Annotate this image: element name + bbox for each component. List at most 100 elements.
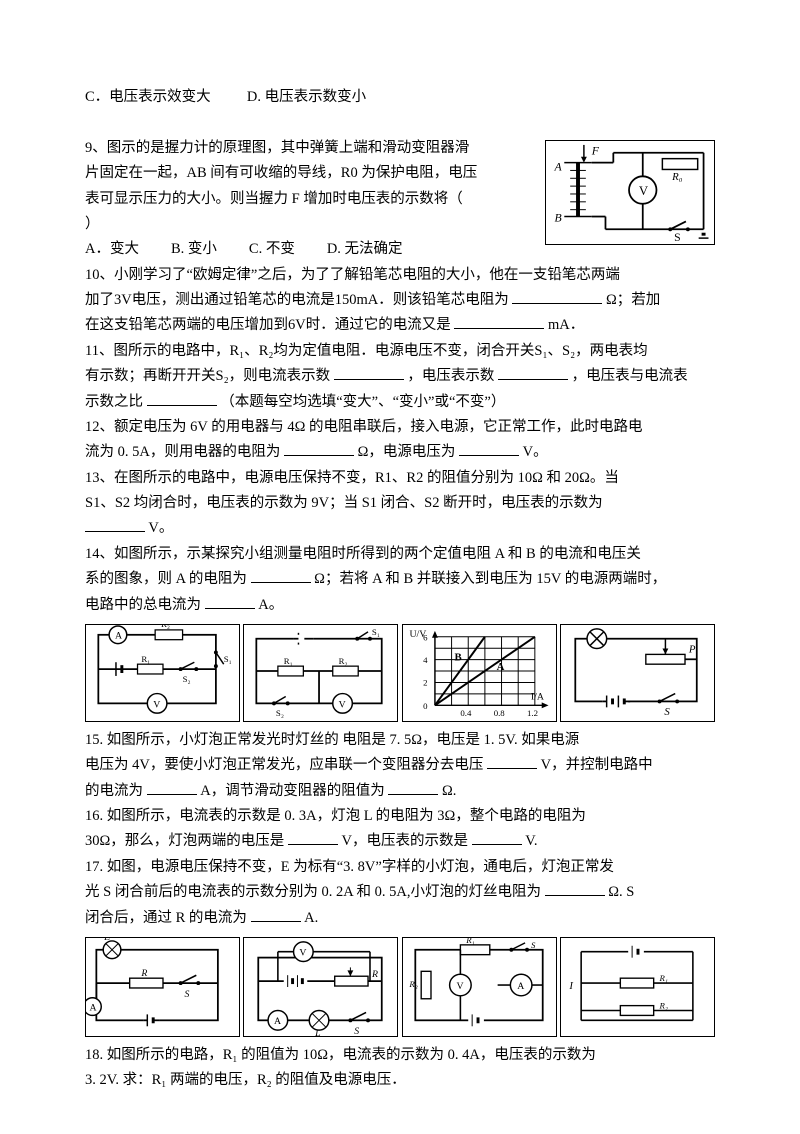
svg-text:R₁: R₁	[141, 654, 150, 664]
q14-blank2	[205, 593, 255, 609]
svg-text:V: V	[300, 948, 307, 959]
svg-text:A: A	[89, 1002, 96, 1013]
q8-optD: D. 电压表示数变小	[247, 89, 366, 105]
svg-text:P: P	[688, 643, 696, 655]
q15-l2b: V，并控制电路中	[541, 757, 653, 773]
q9-V: V	[639, 184, 649, 198]
q15-l3b: A，调节滑动变阻器的阻值为	[200, 783, 388, 799]
q11-blank2	[498, 365, 568, 381]
svg-text:I/A: I/A	[531, 691, 544, 702]
q11-l2b: ，电压表示数	[407, 368, 494, 384]
q15-l3a: 的电流为	[85, 783, 147, 799]
row2-circuit1: E R S A	[85, 937, 240, 1037]
row1-circuit1: A R₂ S₁ R₁ S₂ V	[85, 624, 240, 722]
figure-row-1: A R₂ S₁ R₁ S₂ V	[85, 624, 715, 722]
q9-figure: F A B R₀ V S	[545, 140, 715, 245]
q11-blank3	[147, 390, 217, 406]
q10-blank2	[454, 314, 544, 330]
row2-circuit4: I R₁ R₂	[560, 937, 715, 1037]
svg-text:S: S	[664, 706, 670, 718]
q10-l2a: 加了3V电压，测出通过铅笔芯的电流是150mA．则该铅笔芯电阻为	[85, 292, 509, 308]
q9-S: S	[674, 231, 681, 244]
q15-l2a: 电压为 4V，要使小灯泡正常发光，应串联一个变阻器分去电压	[85, 757, 487, 773]
svg-text:A: A	[115, 631, 122, 642]
svg-text:1.2: 1.2	[527, 708, 538, 718]
svg-text:S₁: S₁	[224, 654, 232, 664]
q10-l2b: Ω；若加	[606, 292, 660, 308]
row2-circuit2: V R A L S	[243, 937, 398, 1037]
svg-text:R: R	[371, 969, 378, 980]
q18-l1: 18. 如图所示的电路，R₁ 的阻值为 10Ω，电流表的示数为 0. 4A，电压…	[85, 1043, 715, 1068]
row1-chart: U/V I/A 6 4 2 0 0.4 0.8 1	[402, 624, 557, 722]
q11-l2c: ，电压表与电流表	[572, 368, 688, 384]
q13-blank1	[85, 517, 145, 533]
q13-l3: V。	[148, 520, 173, 536]
q16-blank2	[472, 830, 522, 846]
q15-l3c: Ω.	[442, 783, 456, 799]
q14-l3a: 电路中的总电流为	[85, 597, 201, 613]
q10-l1: 10、小刚学习了“欧姆定律”之后，为了了解铅笔芯电阻的大小，他在一支铅笔芯两端	[85, 263, 715, 288]
row1-circuit2: S₁ R₁ R₂ S₂ V	[243, 624, 398, 722]
svg-text:4: 4	[423, 655, 428, 665]
svg-text:B: B	[454, 651, 461, 663]
svg-text:S₂: S₂	[276, 708, 284, 718]
svg-text:S₂: S₂	[183, 674, 191, 684]
svg-text:R₂: R₂	[408, 979, 417, 989]
q17-blank2	[251, 906, 301, 922]
q12-l1: 12、额定电压为 6V 的用电器与 4Ω 的电阻串联后，接入电源，它正常工作，此…	[85, 415, 715, 440]
row2-circuit3: R₁ S R₂ V A	[402, 937, 557, 1037]
q10-blank1	[512, 289, 602, 305]
svg-text:R₂: R₂	[659, 1000, 668, 1010]
q9-F: F	[591, 144, 600, 157]
svg-text:V: V	[456, 981, 463, 992]
figure-row-2: E R S A V	[85, 937, 715, 1037]
q12-l2a: 流为 0. 5A，则用电器的电阻为	[85, 444, 280, 460]
q17-blank1	[545, 881, 605, 897]
q16-l2b: V，电压表的示数是	[342, 833, 472, 849]
q9-R0: R₀	[671, 171, 683, 183]
svg-text:0.8: 0.8	[493, 708, 505, 718]
svg-text:R₁: R₁	[284, 656, 293, 666]
q17-l2a: 光 S 闭合前后的电流表的示数分别为 0. 2A 和 0. 5A,小灯泡的灯丝电…	[85, 884, 541, 900]
q15-blank2	[147, 779, 197, 795]
svg-text:R₁: R₁	[465, 938, 474, 945]
svg-text:V: V	[339, 699, 346, 710]
q12-blank2	[459, 441, 519, 457]
q16-l2c: V.	[525, 833, 537, 849]
q11-l3b: （本题每空均选填“变大”、“变小”或“不变”）	[220, 394, 505, 410]
q12-blank1	[284, 441, 354, 457]
q17-l2b: Ω. S	[608, 884, 634, 900]
q9-optB: B. 变小	[171, 237, 217, 262]
q8-options: C．电压表示效变大 D. 电压表示数变小	[85, 85, 715, 110]
q14-l3b: A。	[258, 597, 283, 613]
q9-optA: A．变大	[85, 237, 139, 262]
svg-text:E: E	[103, 938, 110, 943]
q11-l2a: 有示数；再断开开关S₂，则电流表示数	[85, 368, 330, 384]
svg-text:S₁: S₁	[372, 627, 380, 637]
svg-text:A: A	[517, 981, 524, 992]
q18-l2: 3. 2V. 求：R₁ 两端的电压，R₂ 的阻值及电源电压．	[85, 1068, 715, 1093]
svg-text:2: 2	[423, 678, 427, 688]
svg-text:S: S	[355, 1026, 360, 1036]
svg-text:6: 6	[423, 633, 428, 643]
q12-l2c: V。	[523, 444, 548, 460]
q12-l2b: Ω，电源电压为	[358, 444, 456, 460]
q15-l1: 15. 如图所示，小灯泡正常发光时灯丝的 电阻是 7. 5Ω，电压是 1. 5V…	[85, 728, 715, 753]
svg-text:S: S	[185, 989, 190, 1000]
q17-l1: 17. 如图，电源电压保持不变，E 为标有“3. 8V”字样的小灯泡，通电后，灯…	[85, 855, 715, 880]
q10-l3a: 在这支铅笔芯两端的电压增加到6V时．通过它的电流又是	[85, 317, 451, 333]
q14-blank1	[251, 568, 311, 584]
q16-blank1	[288, 830, 338, 846]
svg-text:I: I	[568, 980, 573, 992]
q15-blank1	[487, 754, 537, 770]
q15-blank3	[388, 779, 438, 795]
q9-optD: D. 无法确定	[327, 237, 403, 262]
q9-options: A．变大 B. 变小 C. 不变 D. 无法确定	[85, 237, 535, 262]
svg-text:0: 0	[423, 701, 428, 711]
q9-B: B	[554, 211, 561, 224]
q17-l3b: A.	[304, 910, 318, 926]
svg-text:A: A	[496, 661, 504, 673]
svg-text:A: A	[274, 1016, 281, 1027]
q10-l3b: mA．	[548, 317, 584, 333]
svg-text:S: S	[531, 940, 536, 950]
